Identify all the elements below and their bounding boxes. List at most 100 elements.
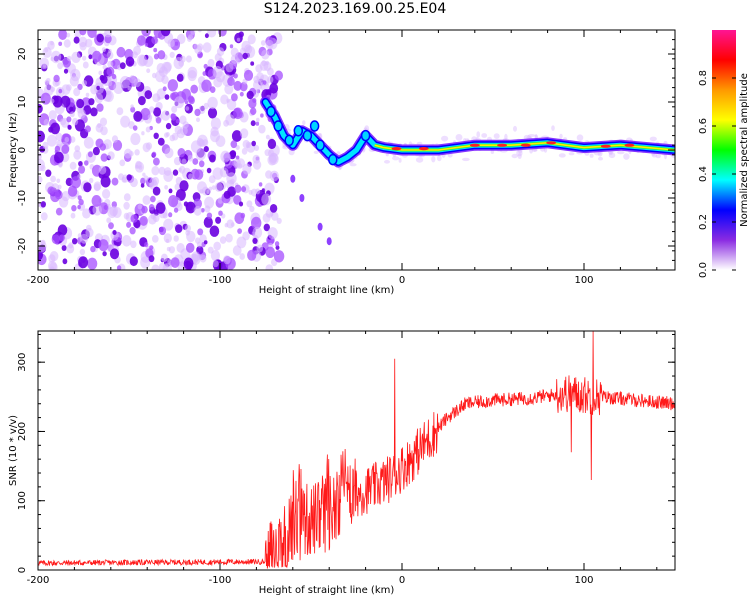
- noise-blob: [88, 54, 93, 60]
- noise-blob: [135, 160, 142, 169]
- noise-blob: [72, 238, 78, 245]
- noise-blob: [42, 63, 47, 68]
- noise-blob: [66, 116, 72, 123]
- spectrogram-y-tick-label: -20: [17, 238, 28, 254]
- noise-blob: [263, 223, 270, 232]
- noise-blob: [193, 205, 202, 216]
- noise-blob: [267, 75, 274, 84]
- noise-blob: [128, 121, 135, 129]
- noise-blob: [210, 117, 221, 130]
- noise-blob: [70, 212, 76, 219]
- signal-halo-blob: [559, 133, 563, 139]
- noise-blob: [169, 51, 175, 59]
- noise-blob: [42, 141, 49, 149]
- noise-blob: [187, 95, 194, 103]
- noise-blob: [119, 62, 126, 70]
- noise-blob: [58, 234, 65, 242]
- noise-blob: [141, 205, 148, 214]
- noise-blob: [102, 64, 107, 70]
- noise-blob: [43, 119, 50, 126]
- noise-blob: [203, 240, 208, 245]
- noise-blob: [40, 92, 51, 105]
- signal-halo-blob: [623, 153, 630, 160]
- noise-blob: [77, 108, 86, 119]
- noise-blob: [173, 156, 182, 166]
- noise-blob: [111, 177, 119, 186]
- noise-blob: [268, 153, 279, 165]
- noise-blob: [153, 47, 158, 53]
- signal-halo-blob: [576, 134, 584, 141]
- figure-title: S124.2023.169.00.25.E04: [263, 1, 447, 17]
- spectrogram-y-tick-label: -10: [17, 190, 28, 206]
- noise-blob: [253, 75, 260, 84]
- noise-blob: [174, 96, 185, 109]
- noise-blob: [151, 264, 160, 270]
- snr-x-tick-label: 0: [399, 575, 405, 586]
- noise-blob: [233, 80, 242, 91]
- noise-blob: [239, 253, 245, 260]
- noise-blob: [203, 146, 209, 153]
- noise-blob: [53, 74, 60, 83]
- noise-blob: [130, 240, 137, 249]
- noise-blob: [225, 233, 233, 243]
- noise-blob: [129, 256, 138, 267]
- noise-blob: [215, 71, 226, 83]
- noise-blob: [90, 107, 98, 117]
- noise-blob: [167, 79, 178, 92]
- noise-blob: [100, 75, 108, 84]
- noise-blob: [165, 122, 172, 130]
- noise-blob: [69, 136, 76, 143]
- noise-blob: [267, 227, 278, 240]
- noise-blob: [227, 77, 235, 86]
- noise-blob: [230, 47, 239, 57]
- noise-blob: [196, 117, 200, 123]
- noise-blob: [248, 189, 253, 195]
- noise-blob: [153, 157, 160, 166]
- signal-halo-blob: [462, 157, 470, 162]
- noise-blob: [153, 107, 162, 117]
- noise-blob: [250, 120, 256, 127]
- noise-blob: [51, 234, 60, 245]
- noise-blob: [148, 204, 155, 211]
- noise-blob: [249, 205, 255, 213]
- noise-blob: [163, 218, 174, 231]
- noise-blob: [250, 61, 255, 66]
- noise-blob: [145, 142, 153, 150]
- noise-blob: [106, 66, 115, 77]
- noise-blob: [78, 198, 84, 206]
- noise-blob: [155, 70, 165, 83]
- noise-blob: [130, 132, 141, 146]
- noise-blob: [85, 92, 90, 97]
- noise-blob: [73, 87, 81, 97]
- noise-blob: [230, 140, 238, 149]
- noise-blob: [168, 212, 173, 218]
- spectrogram-y-tick-label: 0: [17, 147, 28, 153]
- noise-blob: [190, 30, 196, 35]
- noise-blob: [187, 70, 197, 82]
- noise-blob: [175, 118, 180, 124]
- noise-blob: [143, 175, 149, 181]
- noise-blob: [185, 106, 190, 111]
- noise-blob: [141, 131, 145, 136]
- noise-blob: [196, 241, 203, 248]
- noise-blob: [82, 55, 87, 61]
- colorbar-tick-label: 0.0: [698, 262, 709, 278]
- noise-blob: [234, 184, 242, 193]
- noise-blob: [200, 208, 205, 213]
- noise-blob: [183, 257, 194, 270]
- noise-blob: [38, 130, 45, 143]
- noise-blob: [158, 226, 167, 236]
- noise-blob: [146, 68, 151, 73]
- noise-blob: [251, 140, 256, 147]
- noise-blob: [71, 51, 81, 64]
- noise-blob: [123, 148, 133, 159]
- signal-halo-blob: [313, 150, 319, 154]
- noise-blob: [50, 86, 56, 93]
- signal-peak: [600, 144, 611, 148]
- noise-blob: [103, 205, 108, 210]
- noise-blob: [193, 43, 199, 50]
- noise-blob: [48, 254, 56, 263]
- signal-halo-blob: [608, 151, 613, 156]
- noise-blob: [86, 224, 92, 232]
